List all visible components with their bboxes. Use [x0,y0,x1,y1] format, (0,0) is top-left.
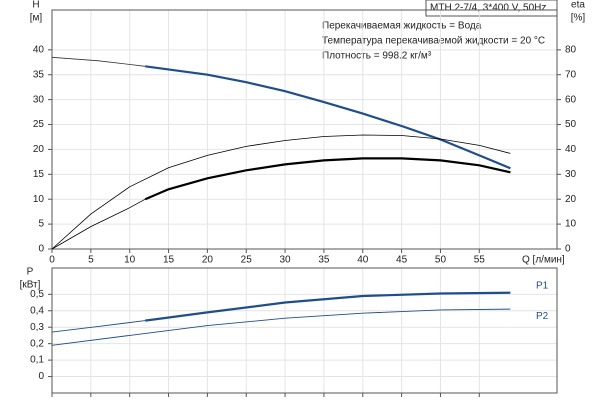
y2-axis-label: eta [571,0,585,11]
y-tick-label: 15 [33,169,45,180]
x-tick-label: 50 [435,255,447,266]
x-tick-label: 30 [280,255,292,266]
y-axis-label: H [32,0,39,11]
x-tick-label: 10 [124,255,136,266]
y-tick-label: 25 [33,119,45,130]
curve [51,320,146,333]
y-tick-label: 0,4 [30,305,44,316]
y2-tick-label: 70 [565,69,577,80]
curve [51,56,146,67]
x-tick-label: 0 [49,255,55,266]
annotation: Температура перекачиваемой жидкости = 20… [322,36,545,47]
plot-frame [51,267,558,394]
y-tick-label: 20 [33,144,45,155]
y-tick-label: 0,5 [30,289,44,300]
curve [51,134,511,250]
curve-label: P1 [536,280,549,291]
x-tick-label: 40 [357,255,369,266]
y-axis-unit: [кВт] [20,280,41,291]
y-tick-label: 0,1 [30,355,44,366]
y-tick-label: 0,3 [30,322,44,333]
y-axis-label: P [27,267,34,278]
x-axis-label: Q [л/мин] [522,255,565,266]
x-tick-label: 15 [163,255,175,266]
curve-label: P2 [536,311,549,322]
x-tick-label: 35 [318,255,330,266]
curve [145,291,511,322]
y2-tick-label: 60 [565,94,577,105]
y2-tick-label: 0 [565,244,571,255]
y-tick-label: 40 [33,44,45,55]
y-tick-label: 0,2 [30,338,44,349]
y-tick-label: 30 [33,94,45,105]
y-tick-label: 0 [38,371,44,382]
y-tick-label: 10 [33,194,45,205]
x-tick-label: 20 [202,255,214,266]
annotation: Плотность = 998.2 кг/м³ [322,51,432,62]
curve [51,308,511,346]
x-tick-label: 5 [88,255,94,266]
pump-model: MTH 2-7/4, 3*400 V, 50Hz [430,3,546,14]
curve [145,65,511,170]
y2-tick-label: 20 [565,194,577,205]
y2-tick-label: 80 [565,44,577,55]
y-tick-label: 35 [33,69,45,80]
plot-frame [51,9,558,250]
curve [51,198,146,250]
y2-axis-unit: [%] [571,13,586,24]
x-tick-label: 55 [474,255,486,266]
x-tick-label: 25 [241,255,253,266]
y2-tick-label: 10 [565,219,577,230]
annotation-box [425,0,558,17]
y-axis-unit: [м] [30,13,43,24]
y2-tick-label: 40 [565,144,577,155]
y2-tick-label: 50 [565,119,577,130]
y-tick-label: 0 [38,244,44,255]
y-tick-label: 5 [38,219,44,230]
y2-tick-label: 30 [565,169,577,180]
curve [144,157,511,201]
x-tick-label: 45 [396,255,408,266]
